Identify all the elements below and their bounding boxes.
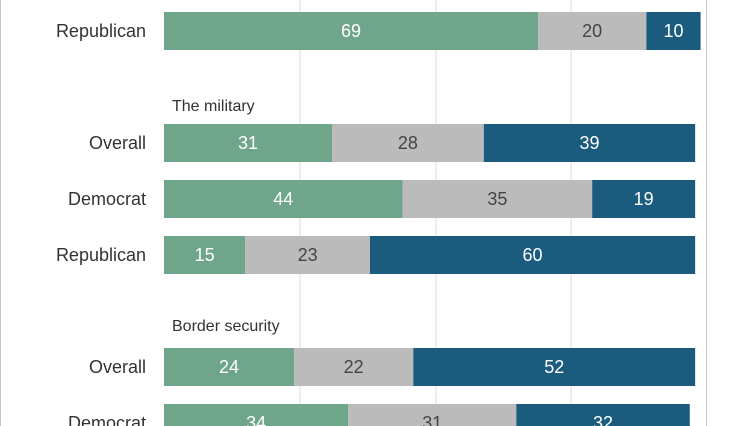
bar-segment bbox=[483, 124, 696, 162]
bar-segment bbox=[413, 348, 696, 386]
row-label: Democrat bbox=[68, 413, 146, 426]
row-label: Republican bbox=[56, 21, 146, 41]
data-label: 10 bbox=[663, 21, 683, 41]
data-label: 20 bbox=[582, 21, 602, 41]
frame-right-border bbox=[706, 0, 707, 426]
data-label: 34 bbox=[246, 413, 266, 426]
group-title: The military bbox=[172, 98, 255, 115]
data-label: 52 bbox=[544, 357, 564, 377]
data-label: 60 bbox=[523, 245, 543, 265]
bar-segment bbox=[402, 180, 593, 218]
group-title: Border security bbox=[172, 318, 280, 335]
data-label: 69 bbox=[341, 21, 361, 41]
bar-segment bbox=[646, 12, 701, 50]
data-label: 15 bbox=[195, 245, 215, 265]
data-label: 31 bbox=[422, 413, 442, 426]
data-label: 35 bbox=[487, 189, 507, 209]
frame-left-border bbox=[0, 0, 1, 426]
bar-segment bbox=[245, 236, 370, 274]
data-label: 28 bbox=[398, 133, 418, 153]
bar-segment bbox=[516, 404, 690, 426]
bar-segment bbox=[294, 348, 414, 386]
bar-segment bbox=[164, 348, 295, 386]
bar-segment bbox=[164, 180, 403, 218]
bar-segment bbox=[537, 12, 647, 50]
row-label: Democrat bbox=[68, 189, 146, 209]
row-label: Overall bbox=[89, 357, 146, 377]
data-label: 22 bbox=[344, 357, 364, 377]
bar-segment bbox=[164, 124, 333, 162]
data-label: 44 bbox=[273, 189, 293, 209]
data-label: 31 bbox=[238, 133, 258, 153]
bar-segment bbox=[164, 12, 538, 50]
bar-segment bbox=[164, 404, 349, 426]
data-label: 32 bbox=[593, 413, 613, 426]
data-label: 24 bbox=[219, 357, 239, 377]
data-label: 23 bbox=[298, 245, 318, 265]
bar-segment bbox=[348, 404, 517, 426]
data-label: 39 bbox=[579, 133, 599, 153]
row-label: Overall bbox=[89, 133, 146, 153]
row-label: Republican bbox=[56, 245, 146, 265]
bar-segment bbox=[592, 180, 696, 218]
bar-segment bbox=[164, 236, 246, 274]
bar-segment bbox=[369, 236, 696, 274]
data-label: 19 bbox=[634, 189, 654, 209]
bar-segment bbox=[332, 124, 484, 162]
